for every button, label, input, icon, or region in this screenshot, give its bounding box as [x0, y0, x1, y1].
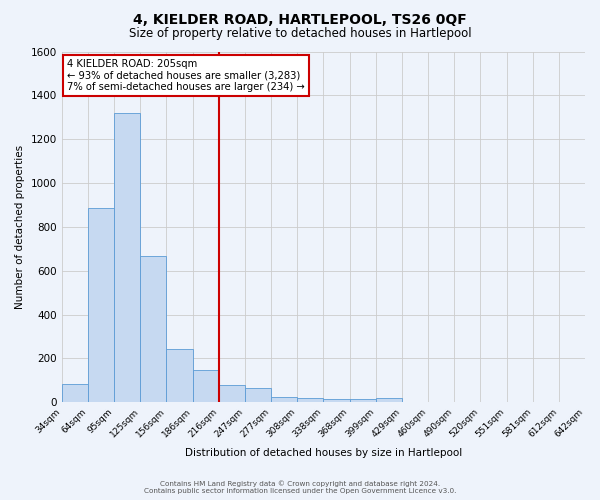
Bar [323, 399, 350, 402]
Bar [140, 256, 166, 402]
Bar [62, 384, 88, 402]
Text: Contains HM Land Registry data © Crown copyright and database right 2024.
Contai: Contains HM Land Registry data © Crown c… [144, 480, 456, 494]
Text: 4 KIELDER ROAD: 205sqm
← 93% of detached houses are smaller (3,283)
7% of semi-d: 4 KIELDER ROAD: 205sqm ← 93% of detached… [67, 58, 305, 92]
Bar [376, 398, 402, 402]
Bar [245, 388, 271, 402]
Bar [88, 208, 114, 402]
Bar [297, 398, 323, 402]
Bar [166, 348, 193, 402]
Text: 4, KIELDER ROAD, HARTLEPOOL, TS26 0QF: 4, KIELDER ROAD, HARTLEPOOL, TS26 0QF [133, 12, 467, 26]
Y-axis label: Number of detached properties: Number of detached properties [15, 145, 25, 309]
Bar [350, 399, 376, 402]
Bar [193, 370, 218, 402]
Bar [114, 113, 140, 402]
Bar [271, 396, 297, 402]
Bar [218, 384, 245, 402]
X-axis label: Distribution of detached houses by size in Hartlepool: Distribution of detached houses by size … [185, 448, 462, 458]
Text: Size of property relative to detached houses in Hartlepool: Size of property relative to detached ho… [128, 28, 472, 40]
